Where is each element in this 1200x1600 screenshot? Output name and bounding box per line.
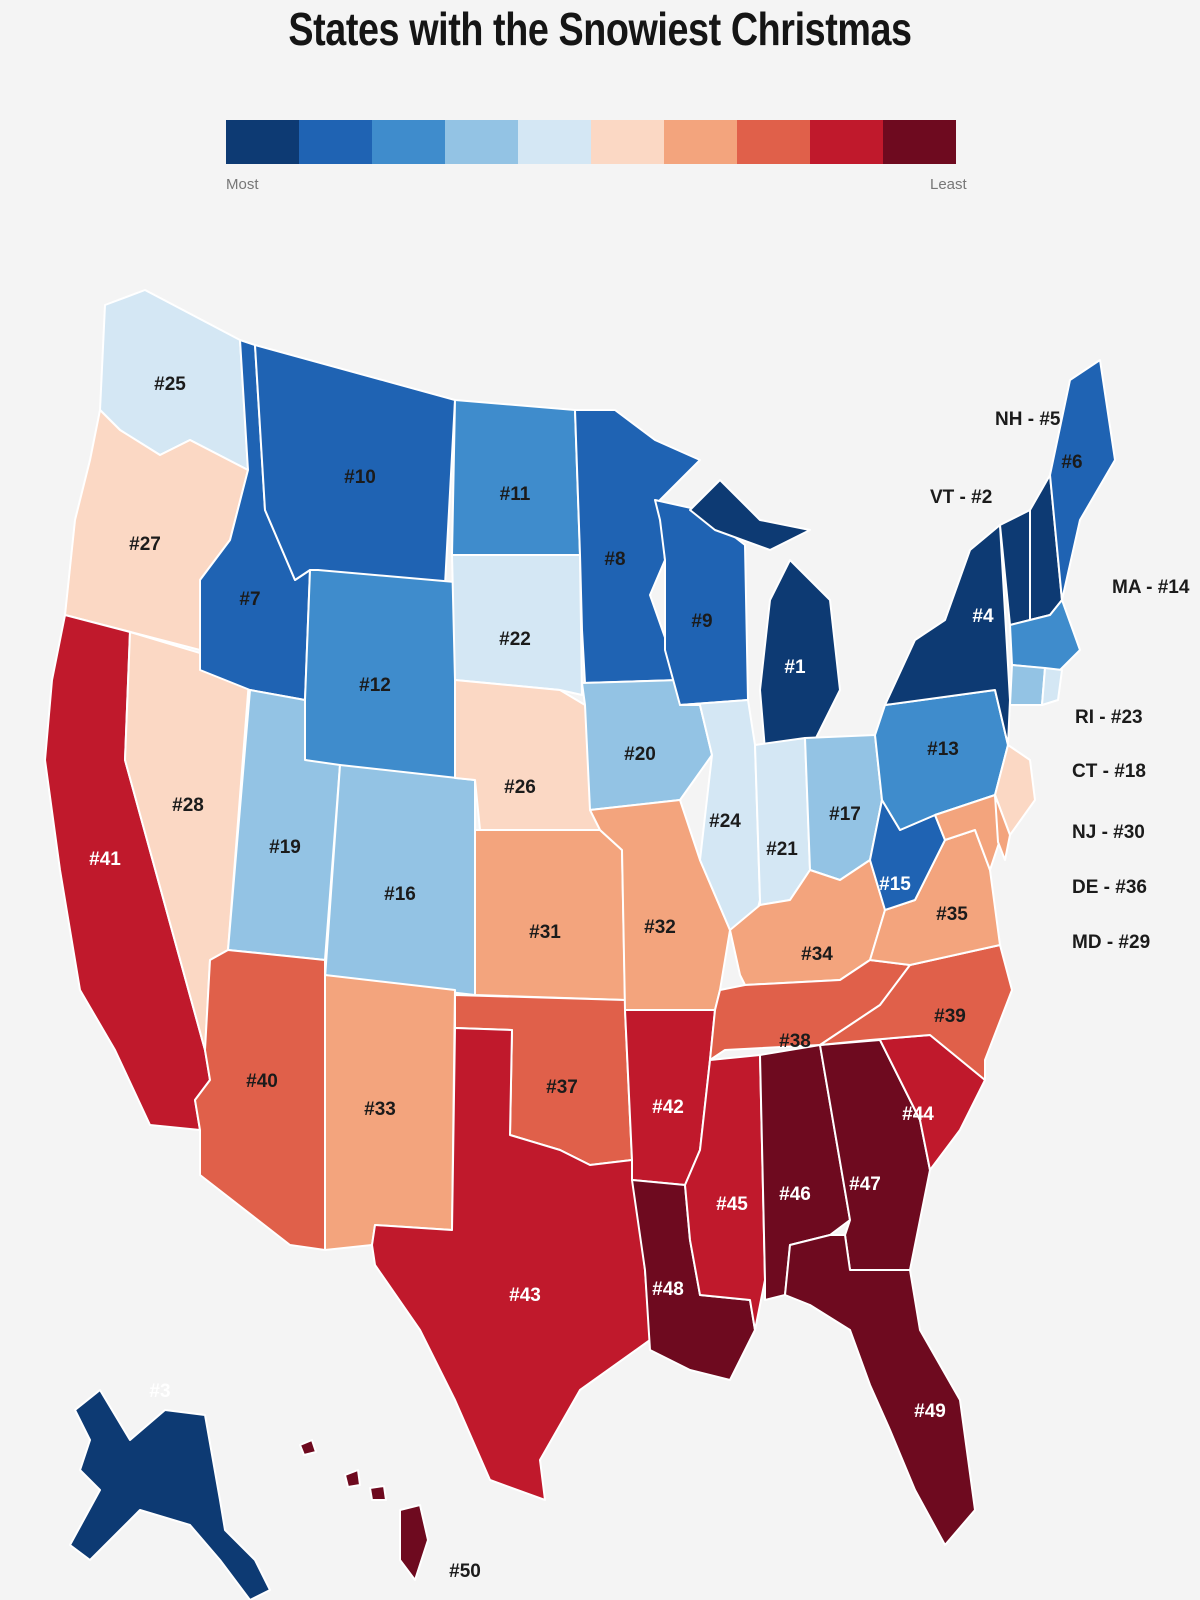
rank-label-il: #24 [709, 811, 741, 832]
rank-label-wi: #9 [691, 611, 712, 632]
legend-swatch-6 [591, 120, 664, 164]
rank-label-mt: #10 [344, 467, 376, 488]
state-south-dakota[interactable] [451, 554, 583, 696]
rank-label-sd: #22 [499, 629, 531, 650]
rank-label-nv: #28 [172, 795, 204, 816]
rank-label-me: #6 [1061, 452, 1082, 473]
rank-labels: #25 #27 #41 #28 #7 #10 #12 #19 #16 #40 #… [89, 374, 1082, 1582]
rank-label-pa: #13 [927, 739, 959, 760]
rank-label-ms: #45 [716, 1194, 748, 1215]
legend-swatch-3 [372, 120, 445, 164]
rank-label-wy: #12 [359, 675, 391, 696]
rank-label-la: #48 [652, 1279, 684, 1300]
side-label-vt: VT - #2 [930, 487, 992, 508]
rank-label-ok: #37 [546, 1077, 578, 1098]
rank-label-hi: #50 [449, 1561, 481, 1582]
state-indiana[interactable] [754, 737, 811, 906]
state-maine[interactable] [1049, 359, 1116, 601]
state-rhode-island[interactable] [1041, 667, 1063, 706]
small-state-labels: NH - #5 VT - #2 MA - #14 RI - #23 CT - #… [930, 409, 1190, 953]
state-arizona[interactable] [194, 949, 326, 1251]
legend-swatch-7 [664, 120, 737, 164]
rank-label-ut: #19 [269, 837, 301, 858]
legend-swatch-5 [518, 120, 591, 164]
side-label-nh: NH - #5 [995, 409, 1061, 430]
rank-label-mi: #1 [784, 657, 806, 678]
state-connecticut[interactable] [1009, 664, 1046, 706]
rank-label-id: #7 [239, 589, 260, 610]
state-minnesota[interactable] [574, 409, 701, 684]
rank-label-ia: #20 [624, 744, 656, 765]
side-label-md: MD - #29 [1072, 932, 1150, 953]
rank-label-co: #16 [384, 884, 416, 905]
legend-swatch-9 [810, 120, 883, 164]
rank-label-al: #46 [779, 1184, 811, 1205]
rank-label-tx: #43 [509, 1285, 541, 1306]
state-alaska[interactable] [69, 1389, 271, 1600]
state-colorado[interactable] [324, 764, 476, 996]
rank-label-wv: #15 [879, 874, 911, 895]
rank-label-or: #27 [129, 534, 161, 555]
rank-label-in: #21 [766, 839, 798, 860]
state-texas[interactable] [371, 1027, 651, 1501]
rank-label-ks: #31 [529, 922, 561, 943]
rank-label-mo: #32 [644, 917, 676, 938]
side-label-ma: MA - #14 [1112, 577, 1190, 598]
rank-label-mn: #8 [604, 549, 625, 570]
rank-label-tn: #38 [779, 1031, 811, 1052]
rank-label-nd: #11 [500, 484, 531, 505]
rank-label-wa: #25 [154, 374, 186, 395]
state-north-dakota[interactable] [451, 399, 581, 556]
rank-label-ca: #41 [89, 849, 121, 870]
legend-swatch-10 [883, 120, 956, 164]
state-kansas[interactable] [474, 829, 626, 1001]
color-legend [226, 120, 956, 164]
map-title: States with the Snowiest Christmas [288, 3, 912, 55]
state-montana[interactable] [254, 344, 456, 586]
state-nebraska[interactable] [454, 679, 601, 831]
state-hawaii[interactable] [299, 1439, 429, 1581]
rank-label-nc: #39 [934, 1006, 966, 1027]
legend-high-label: Least [930, 176, 967, 193]
legend-swatch-1 [226, 120, 299, 164]
state-new-jersey[interactable] [994, 744, 1036, 836]
rank-label-nm: #33 [364, 1099, 396, 1120]
rank-label-oh: #17 [829, 804, 861, 825]
side-label-de: DE - #36 [1072, 877, 1147, 898]
rank-label-fl: #49 [914, 1401, 946, 1422]
state-florida[interactable] [784, 1234, 976, 1546]
legend-swatch-4 [445, 120, 518, 164]
rank-label-ak: #3 [149, 1381, 170, 1402]
rank-label-ny: #4 [972, 606, 994, 627]
side-label-ri: RI - #23 [1075, 707, 1143, 728]
legend-swatch-2 [299, 120, 372, 164]
rank-label-ar: #42 [652, 1097, 684, 1118]
rank-label-va: #35 [936, 904, 968, 925]
legend-swatch-8 [737, 120, 810, 164]
legend-low-label: Most [226, 176, 259, 193]
state-delaware[interactable] [994, 794, 1011, 861]
rank-label-ky: #34 [801, 944, 833, 965]
rank-label-az: #40 [246, 1071, 278, 1092]
state-michigan[interactable] [689, 479, 841, 751]
rank-label-ga: #47 [849, 1174, 881, 1195]
side-label-ct: CT - #18 [1072, 761, 1146, 782]
side-label-nj: NJ - #30 [1072, 822, 1145, 843]
rank-label-ne: #26 [504, 777, 536, 798]
rank-label-sc: #44 [902, 1104, 934, 1125]
